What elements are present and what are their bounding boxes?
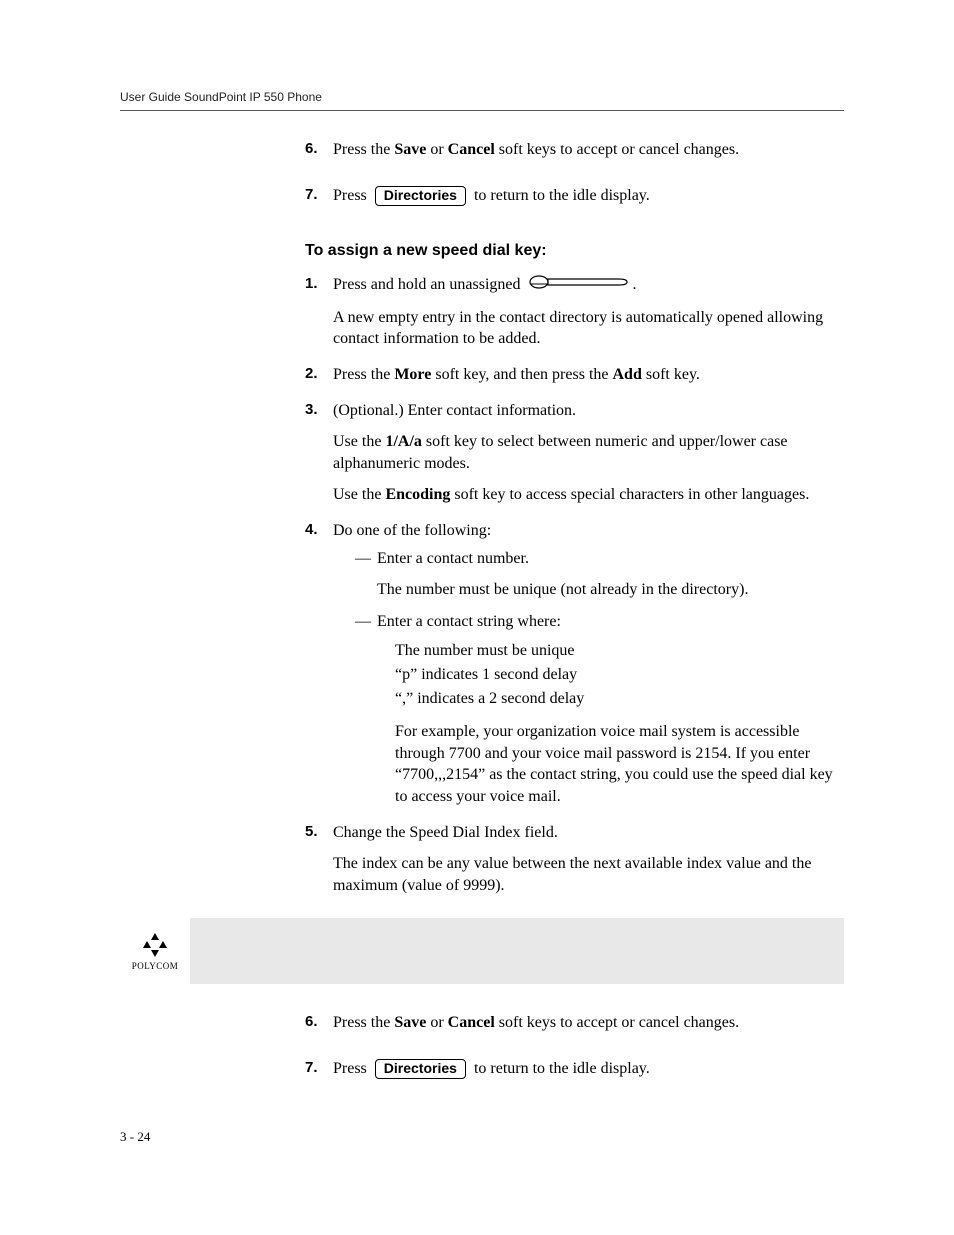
header-rule (120, 110, 844, 111)
item-number: 7. (305, 1058, 318, 1078)
paragraph: The number must be unique (not already i… (377, 579, 844, 601)
directories-key-icon: Directories (375, 186, 466, 206)
logo-icon (138, 931, 172, 959)
directories-key-icon: Directories (375, 1059, 466, 1079)
text-run: soft key to access special characters in… (450, 486, 809, 503)
item-number: 5. (305, 822, 318, 842)
sub-block: The number must be unique “p” indicates … (395, 640, 844, 709)
text-run: to return to the idle display. (474, 1060, 650, 1077)
bold-text: Save (394, 1014, 426, 1031)
item-number: 3. (305, 400, 318, 420)
text-run: or (426, 1014, 447, 1031)
text-run: to return to the idle display. (474, 187, 650, 204)
paragraph: Use the 1/A/a soft key to select between… (333, 431, 844, 474)
text-run: Use the (333, 433, 385, 450)
item-number: 4. (305, 520, 318, 540)
sub-line: “,” indicates a 2 second delay (395, 688, 844, 710)
bold-text: Add (612, 366, 641, 383)
bold-text: Save (394, 141, 426, 158)
text-run: Press (333, 187, 371, 204)
line-key-icon (529, 274, 629, 297)
paragraph: The index can be any value between the n… (333, 853, 844, 896)
bold-text: More (394, 366, 431, 383)
list-item: 7. Press Directories to return to the id… (305, 1058, 844, 1080)
ordered-list-bottom: 6. Press the Save or Cancel soft keys to… (305, 1012, 844, 1079)
text-run: soft keys to accept or cancel changes. (495, 141, 739, 158)
dash-item: Enter a contact number. The number must … (355, 548, 844, 601)
section-heading: To assign a new speed dial key: (305, 242, 844, 260)
text-run: Press the (333, 1014, 394, 1031)
text-run: Press (333, 1060, 371, 1077)
note-callout: POLYCOM (120, 918, 844, 984)
bold-text: Encoding (385, 486, 450, 503)
text-run: Enter a contact string where: (377, 613, 561, 630)
list-item: 4. Do one of the following: Enter a cont… (305, 520, 844, 808)
text-run: soft key. (642, 366, 700, 383)
list-item: 3. (Optional.) Enter contact information… (305, 400, 844, 506)
bold-text: Cancel (448, 1014, 495, 1031)
list-item: 5. Change the Speed Dial Index field. Th… (305, 822, 844, 897)
text-run: Change the Speed Dial Index field. (333, 824, 558, 841)
page-number: 3 - 24 (120, 1129, 150, 1145)
paragraph: Use the Encoding soft key to access spec… (333, 484, 844, 506)
paragraph: For example, your organization voice mai… (395, 721, 844, 807)
text-run: Use the (333, 486, 385, 503)
note-box (190, 918, 844, 984)
list-item: 2. Press the More soft key, and then pre… (305, 364, 844, 386)
document-page: User Guide SoundPoint IP 550 Phone 6. Pr… (0, 0, 954, 1235)
item-number: 6. (305, 139, 318, 159)
list-item: 6. Press the Save or Cancel soft keys to… (305, 139, 844, 161)
polycom-logo: POLYCOM (120, 918, 190, 984)
text-run: Press and hold an unassigned (333, 276, 525, 293)
item-number: 6. (305, 1012, 318, 1032)
bold-text: Cancel (448, 141, 495, 158)
item-number: 1. (305, 274, 318, 294)
page-content: 6. Press the Save or Cancel soft keys to… (305, 139, 844, 1079)
paragraph: A new empty entry in the contact directo… (333, 307, 844, 350)
list-item: 6. Press the Save or Cancel soft keys to… (305, 1012, 844, 1034)
dash-list: Enter a contact number. The number must … (355, 548, 844, 808)
dash-item: Enter a contact string where: The number… (355, 611, 844, 808)
running-header: User Guide SoundPoint IP 550 Phone (120, 90, 844, 104)
list-item: 1. Press and hold an unassigned . A new … (305, 274, 844, 350)
text-run: . (633, 276, 637, 293)
text-run: Press the (333, 366, 394, 383)
text-run: soft key, and then press the (431, 366, 612, 383)
sub-line: The number must be unique (395, 640, 844, 662)
text-run: (Optional.) Enter contact information. (333, 402, 576, 419)
text-run: soft keys to accept or cancel changes. (495, 1014, 739, 1031)
list-item: 7. Press Directories to return to the id… (305, 185, 844, 207)
brand-text: POLYCOM (132, 961, 179, 971)
text-run: For example, your organization voice mai… (395, 721, 844, 807)
ordered-list-main: 1. Press and hold an unassigned . A new … (305, 274, 844, 896)
text-run: Press the (333, 141, 394, 158)
text-run: or (426, 141, 447, 158)
item-number: 2. (305, 364, 318, 384)
sub-line: “p” indicates 1 second delay (395, 664, 844, 686)
bold-text: 1/A/a (385, 433, 421, 450)
item-number: 7. (305, 185, 318, 205)
ordered-list-top: 6. Press the Save or Cancel soft keys to… (305, 139, 844, 206)
text-run: Do one of the following: (333, 522, 491, 539)
text-run: Enter a contact number. (377, 550, 529, 567)
